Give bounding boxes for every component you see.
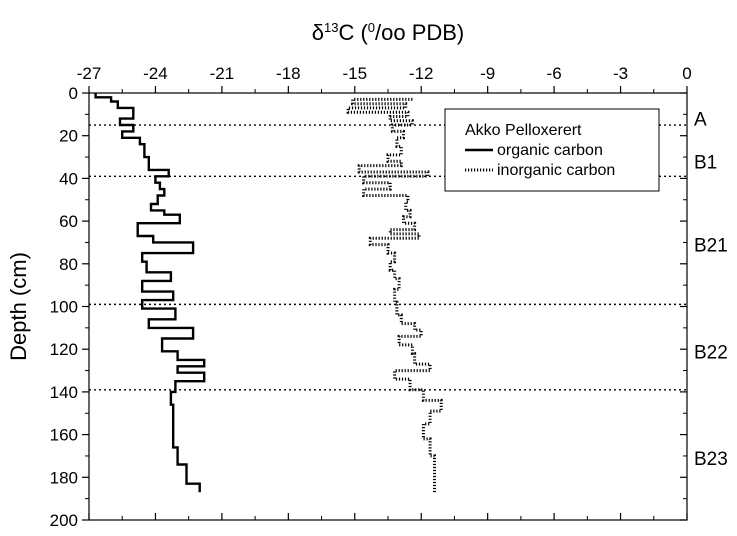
horizon-label: A [694,110,707,131]
x-tick-label: -12 [409,64,434,83]
y-axis-ticks: 0 20 40 60 80 100 120 140 160 180 200 [50,84,687,530]
x-tick-label: -21 [210,64,235,83]
x-title-mid: C ( [338,20,368,45]
x-title-sup1: 13 [324,20,338,35]
y-tick-label: 140 [50,383,78,402]
y-tick-label: 200 [50,511,78,530]
legend-label-organic-carbon: organic carbon [497,142,603,159]
y-tick-label: 100 [50,298,78,317]
y-tick-label: 120 [50,340,78,359]
series-line-organic-carbon [94,93,206,493]
y-tick-label: 0 [69,84,78,103]
horizon-label: B22 [694,342,728,363]
x-tick-label: -9 [480,64,495,83]
x-tick-label: -27 [77,64,102,83]
x-tick-label: -3 [613,64,628,83]
x-axis-title: δ13C (0/oo PDB) [312,20,465,45]
y-tick-label: 20 [59,127,78,146]
y-tick-label: 60 [59,212,78,231]
y-tick-label: 40 [59,169,78,188]
horizon-labels: A B1 B21 B22 B23 [694,110,728,470]
y-tick-label: 160 [50,426,78,445]
x-tick-label: -6 [547,64,562,83]
horizon-label: B23 [694,449,728,470]
x-tick-label: -24 [143,64,168,83]
y-axis-title: Depth (cm) [6,252,31,361]
y-tick-label: 180 [50,468,78,487]
horizon-label: B1 [694,152,717,173]
series-line-inorganic-carbon [346,97,443,493]
y-tick-label: 80 [59,255,78,274]
horizon-label: B21 [694,236,728,257]
x-axis-ticks: -27 -24 -21 -18 -15 -12 -9 -6 -3 0 [77,64,692,520]
x-tick-label: 0 [682,64,691,83]
series-layer [94,93,443,493]
legend: Akko Pelloxerert organic carbon inorgani… [444,108,660,192]
x-title-rest: /oo PDB) [375,20,464,45]
x-title-sup2: 0 [368,20,375,35]
legend-title: Akko Pelloxerert [465,122,582,139]
x-tick-label: -15 [342,64,367,83]
x-tick-label: -18 [276,64,301,83]
x-title-delta: δ [312,20,324,45]
legend-label-inorganic-carbon: inorganic carbon [497,162,615,179]
